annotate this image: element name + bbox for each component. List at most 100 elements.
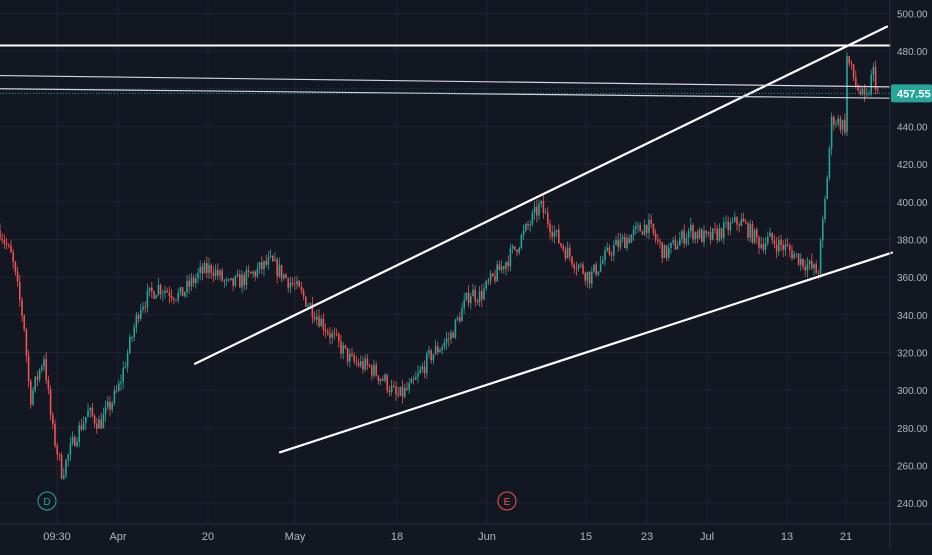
candle [52,412,54,430]
candle-body [135,314,138,328]
price-axis[interactable]: 240.00 260.00 280.00 300.00 320.00 340.00 360.… [889,0,928,550]
x-tick-label: 15 [580,531,592,543]
candle [366,354,369,370]
candle [263,260,265,277]
candle-body [247,270,250,273]
candle-body [723,222,725,239]
candle-body [731,221,734,223]
candle-body [443,342,446,347]
candle [857,83,859,92]
candle [714,222,716,234]
trendlines-layer[interactable] [0,25,894,454]
candle [175,299,177,302]
candle-body [93,415,96,424]
candle-body [96,423,98,429]
candle-body [1,238,3,241]
candle-body [481,291,483,300]
earnings-marker-circle[interactable] [497,491,517,511]
candle [824,195,826,223]
candle-body [544,212,547,214]
candle [111,401,113,413]
candle-body [21,299,23,316]
candle [789,242,791,258]
candle-body [142,306,144,310]
candle-body [764,243,767,250]
trendline-channel-lower[interactable] [278,251,894,454]
candle-body [725,221,727,223]
candle [131,335,133,343]
candle-body [322,318,325,330]
candle-body [430,350,432,361]
candle [668,243,670,261]
candle-body [49,389,52,416]
candle [736,216,738,231]
candle [723,217,725,245]
candle [778,235,780,256]
candle-body [771,232,773,241]
candle-body [683,230,685,244]
candle-body [353,355,355,362]
candle-body [588,271,591,284]
candle-body [144,306,146,308]
candle-body [692,225,694,240]
candle-body [877,89,879,91]
candle [586,271,589,288]
trendline-channel-upper[interactable] [193,25,889,365]
candle [866,87,868,98]
candle-body [672,240,674,243]
candle [109,396,111,417]
candle-body [527,224,529,226]
candle-body [626,238,628,249]
candle-body [712,228,714,240]
candle-body [184,292,186,297]
candle-body [760,244,762,248]
candle-body [648,219,650,233]
candle-body [43,359,45,367]
candle [734,211,736,223]
time-axis[interactable]: 09:30 Apr 20 May 18 Jun 15 23 Jul 13 21 [0,523,932,543]
event-marker-dividends[interactable]: D [37,491,57,511]
candle-body [342,345,344,354]
candle [384,372,386,383]
candle-body [415,376,417,380]
candle-body [824,198,826,220]
candle [100,412,102,430]
candle-body [181,287,184,297]
candle-body [520,235,523,249]
trendline-declining-level-1[interactable] [0,74,891,88]
candle [329,326,331,345]
candle [637,222,639,233]
candle [351,347,353,358]
candle-body [819,240,822,274]
candle-body [434,346,437,355]
candle [555,229,558,238]
candle [98,415,100,429]
event-marker-earnings[interactable]: E [497,491,517,511]
candle [540,199,542,208]
candle [729,218,732,236]
candle [769,227,771,237]
candle [186,275,188,298]
candle [773,234,776,249]
dividends-marker-circle[interactable] [37,491,57,511]
candle [324,323,327,338]
candle-body [822,219,824,241]
candle-body [503,266,505,269]
candle-body [795,253,798,255]
candle [164,285,166,299]
candle-body [316,316,318,320]
candle [199,260,201,281]
candle-body [120,381,122,384]
candle [542,195,545,219]
candle-body [177,292,179,300]
candle-body [203,263,206,274]
candle-body [346,347,349,362]
candle [793,250,795,259]
candle [155,294,157,299]
candle [289,276,292,294]
candle-body [349,353,351,362]
candle-body [168,292,171,297]
